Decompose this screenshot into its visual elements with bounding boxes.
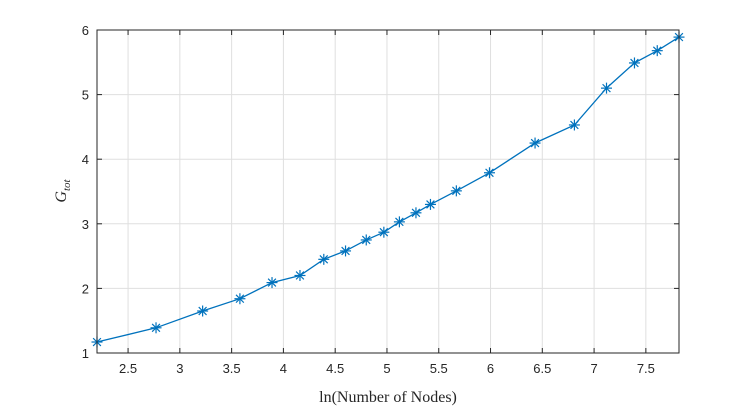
data-point xyxy=(150,322,162,334)
data-point xyxy=(294,269,306,281)
series-layer xyxy=(91,31,685,348)
plot-frame xyxy=(96,29,680,354)
y-axis-label: Gtot xyxy=(53,178,73,202)
x-tick-label: 5 xyxy=(383,361,390,376)
data-point xyxy=(483,167,495,179)
data-point xyxy=(340,245,352,257)
x-tick-label: 5.5 xyxy=(430,361,448,376)
y-tick-label: 5 xyxy=(82,88,89,103)
x-tick-label: 6.5 xyxy=(533,361,551,376)
data-point xyxy=(234,293,246,305)
x-tick-label: 3.5 xyxy=(223,361,241,376)
data-point xyxy=(197,305,209,317)
data-point xyxy=(628,57,640,69)
x-tick-label: 4 xyxy=(280,361,287,376)
data-point xyxy=(601,82,613,94)
data-point xyxy=(266,277,278,289)
y-tick-label: 3 xyxy=(82,217,89,232)
x-tick-label: 3 xyxy=(176,361,183,376)
data-point xyxy=(378,226,390,238)
y-tick-label: 6 xyxy=(82,23,89,38)
y-axis-label-main: G xyxy=(53,191,70,203)
y-tick-label: 1 xyxy=(82,346,89,361)
y-tick-label: 4 xyxy=(82,152,89,167)
data-point xyxy=(318,253,330,265)
x-axis-label: ln(Number of Nodes) xyxy=(319,389,457,406)
axis-ticks xyxy=(97,29,679,354)
data-point xyxy=(651,45,663,57)
x-tick-label: 7 xyxy=(590,361,597,376)
plot-background xyxy=(97,30,679,353)
data-point xyxy=(393,216,405,228)
data-point xyxy=(424,198,436,210)
data-point xyxy=(410,207,422,219)
x-tick-label: 2.5 xyxy=(119,361,137,376)
y-axis-label-sub: tot xyxy=(61,178,73,191)
data-point xyxy=(450,185,462,197)
x-tick-label: 6 xyxy=(487,361,494,376)
y-tick-label: 2 xyxy=(82,281,89,296)
x-tick-label: 4.5 xyxy=(326,361,344,376)
data-point xyxy=(360,234,372,246)
tick-labels: 2.5 3 3.5 4 4.5 5 5.5 6 6.5 7 7.5 1 2 3 4 5 6 xyxy=(82,23,655,376)
data-point xyxy=(568,119,580,131)
data-point xyxy=(529,137,541,149)
x-tick-label: 7.5 xyxy=(637,361,655,376)
